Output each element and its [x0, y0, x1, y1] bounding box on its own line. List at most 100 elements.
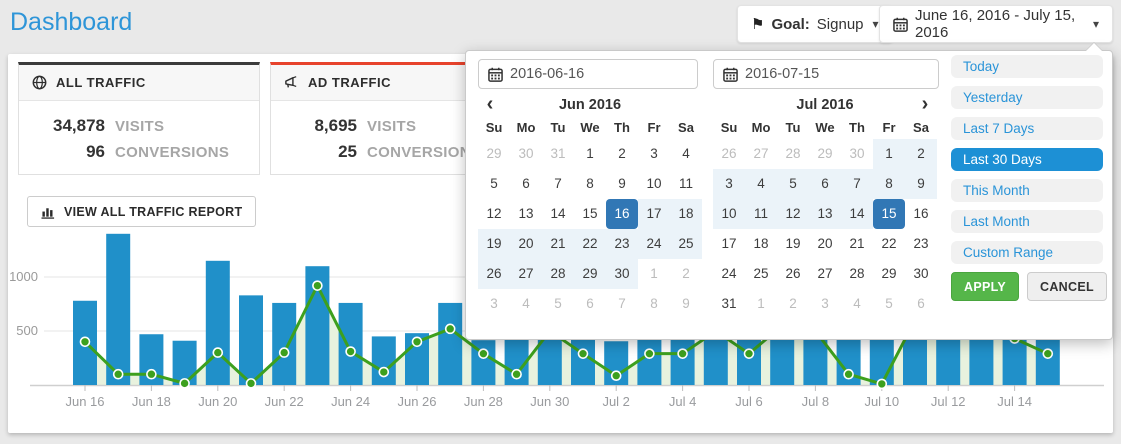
calendar-day[interactable]: 25 [670, 229, 702, 259]
calendar-day[interactable]: 18 [753, 236, 769, 251]
calendar-day[interactable]: 4 [745, 169, 777, 199]
calendar-day[interactable]: 26 [478, 259, 510, 289]
calendar-day[interactable]: 30 [913, 266, 929, 281]
calendar-day[interactable]: 22 [881, 236, 897, 251]
calendar-day-muted[interactable]: 28 [785, 146, 801, 161]
calendar-day-muted[interactable]: 5 [554, 296, 562, 311]
calendar-day-muted[interactable]: 6 [917, 296, 925, 311]
calendar-day-selected[interactable]: 16 [606, 199, 638, 229]
calendar-day[interactable]: 24 [721, 266, 737, 281]
calendar-day[interactable]: 5 [490, 176, 498, 191]
calendar-day[interactable]: 7 [841, 169, 873, 199]
calendar-day[interactable]: 20 [510, 229, 542, 259]
calendar-day-muted[interactable]: 26 [721, 146, 737, 161]
calendar-day[interactable]: 27 [817, 266, 833, 281]
range-option-this-month[interactable]: This Month [951, 179, 1103, 202]
end-date-input[interactable] [745, 66, 929, 82]
calendar-day-muted[interactable]: 27 [753, 146, 769, 161]
calendar-day[interactable]: 14 [550, 206, 566, 221]
range-option-last-30-days[interactable]: Last 30 Days [951, 148, 1103, 171]
calendar-day[interactable]: 25 [753, 266, 769, 281]
calendar-day[interactable]: 2 [905, 139, 937, 169]
cancel-button[interactable]: CANCEL [1027, 272, 1107, 301]
calendar-day[interactable]: 4 [682, 146, 690, 161]
view-all-traffic-report-button[interactable]: VIEW ALL TRAFFIC REPORT [27, 196, 257, 227]
calendar-day-muted[interactable]: 5 [885, 296, 893, 311]
apply-button[interactable]: APPLY [951, 272, 1020, 301]
calendar-day-muted[interactable]: 4 [853, 296, 861, 311]
calendar-day-muted[interactable]: 30 [518, 146, 534, 161]
calendar-day[interactable]: 12 [777, 199, 809, 229]
calendar-day[interactable]: 5 [777, 169, 809, 199]
calendar-day[interactable]: 11 [745, 199, 777, 229]
range-option-last-7-days[interactable]: Last 7 Days [951, 117, 1103, 140]
calendar-day[interactable]: 21 [542, 229, 574, 259]
calendar-day-muted[interactable]: 29 [486, 146, 502, 161]
calendar-day[interactable]: 6 [522, 176, 530, 191]
calendar-day[interactable]: 31 [721, 296, 737, 311]
calendar-day[interactable]: 20 [817, 236, 833, 251]
calendar-day[interactable]: 29 [881, 266, 897, 281]
calendar-day[interactable]: 11 [678, 176, 693, 191]
next-month-icon[interactable]: › [921, 93, 929, 115]
calendar-day[interactable]: 23 [913, 236, 929, 251]
calendar-day-muted[interactable]: 1 [757, 296, 765, 311]
calendar-day[interactable]: 29 [574, 259, 606, 289]
calendar-day[interactable]: 22 [574, 229, 606, 259]
calendar-day-muted[interactable]: 3 [490, 296, 498, 311]
range-option-today[interactable]: Today [951, 55, 1103, 78]
calendar-day[interactable]: 7 [554, 176, 562, 191]
date-range-button[interactable]: June 16, 2016 - July 15, 2016 ▾ [879, 5, 1113, 43]
calendar-day[interactable]: 10 [713, 199, 745, 229]
calendar-day[interactable]: 27 [510, 259, 542, 289]
calendar-day-muted[interactable]: 6 [586, 296, 594, 311]
calendar-day[interactable]: 28 [849, 266, 865, 281]
calendar-day[interactable]: 21 [849, 236, 865, 251]
calendar-day[interactable]: 13 [518, 206, 534, 221]
calendar-day[interactable]: 9 [905, 169, 937, 199]
range-option-last-month[interactable]: Last Month [951, 210, 1103, 233]
calendar-day[interactable]: 18 [670, 199, 702, 229]
calendar-day[interactable]: 19 [478, 229, 510, 259]
calendar-day-muted[interactable]: 29 [817, 146, 833, 161]
calendar-day[interactable]: 17 [638, 199, 670, 229]
calendar-day-muted[interactable]: 8 [650, 296, 658, 311]
calendar-day-selected[interactable]: 15 [873, 199, 905, 229]
calendar-day[interactable]: 14 [841, 199, 873, 229]
calendar-day[interactable]: 15 [582, 206, 598, 221]
calendar-day[interactable]: 19 [785, 236, 801, 251]
range-option-custom-range[interactable]: Custom Range [951, 241, 1103, 264]
calendar-day-muted[interactable]: 4 [522, 296, 530, 311]
calendar-day[interactable]: 9 [618, 176, 626, 191]
calendar-day[interactable]: 12 [486, 206, 502, 221]
calendar-day-muted[interactable]: 1 [650, 266, 658, 281]
calendar-day[interactable]: 16 [913, 206, 929, 221]
prev-month-icon[interactable]: ‹ [486, 93, 494, 115]
calendar-day[interactable]: 1 [873, 139, 905, 169]
calendar-day[interactable]: 30 [606, 259, 638, 289]
calendar-day-muted[interactable]: 2 [682, 266, 690, 281]
calendar-day[interactable]: 8 [586, 176, 594, 191]
calendar-day-muted[interactable]: 2 [789, 296, 797, 311]
calendar-day[interactable]: 13 [809, 199, 841, 229]
calendar-day[interactable]: 3 [713, 169, 745, 199]
calendar-day-muted[interactable]: 30 [849, 146, 865, 161]
range-option-yesterday[interactable]: Yesterday [951, 86, 1103, 109]
calendar-day[interactable]: 17 [721, 236, 737, 251]
calendar-day[interactable]: 28 [542, 259, 574, 289]
calendar-day-muted[interactable]: 7 [618, 296, 626, 311]
calendar-day[interactable]: 2 [618, 146, 626, 161]
start-date-input[interactable] [510, 66, 688, 82]
calendar-day-muted[interactable]: 31 [550, 146, 566, 161]
calendar-day[interactable]: 10 [646, 176, 662, 191]
calendar-day-muted[interactable]: 3 [821, 296, 829, 311]
calendar-day[interactable]: 23 [606, 229, 638, 259]
calendar-day[interactable]: 24 [638, 229, 670, 259]
calendar-day[interactable]: 6 [809, 169, 841, 199]
calendar-day[interactable]: 8 [873, 169, 905, 199]
calendar-day[interactable]: 3 [650, 146, 658, 161]
goal-selector-button[interactable]: ⚑ Goal: Signup ▾ [737, 5, 893, 43]
calendar-day[interactable]: 1 [586, 146, 594, 161]
calendar-day-muted[interactable]: 9 [682, 296, 690, 311]
calendar-day[interactable]: 26 [785, 266, 801, 281]
